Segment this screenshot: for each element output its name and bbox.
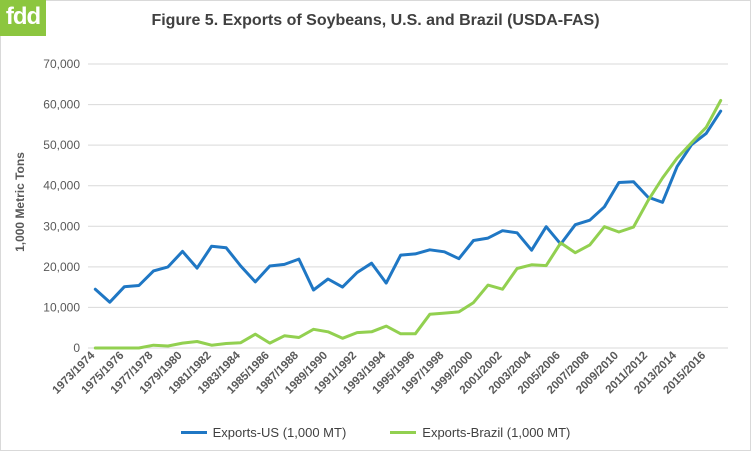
legend: Exports-US (1,000 MT) Exports-Brazil (1,…: [0, 425, 751, 440]
series-line-us: [93, 109, 723, 304]
legend-item-brazil: Exports-Brazil (1,000 MT): [390, 425, 570, 440]
legend-swatch-brazil: [390, 431, 417, 434]
legend-swatch-us: [180, 431, 207, 434]
series-line-brazil: [93, 99, 723, 350]
y-tick-label: 0: [73, 341, 80, 355]
legend-label-brazil: Exports-Brazil (1,000 MT): [422, 425, 571, 440]
legend-item-us: Exports-US (1,000 MT): [180, 425, 347, 440]
y-tick-label: 50,000: [43, 138, 80, 152]
fdd-logo: fdd: [0, 0, 46, 36]
y-tick-label: 60,000: [43, 98, 80, 112]
y-tick-label: 40,000: [43, 179, 80, 193]
chart-title: Figure 5. Exports of Soybeans, U.S. and …: [151, 12, 600, 29]
legend-label-us: Exports-US (1,000 MT): [212, 425, 347, 440]
y-tick-label: 70,000: [43, 57, 80, 71]
y-tick-label: 10,000: [43, 300, 80, 314]
y-tick-label: 20,000: [43, 260, 80, 274]
y-tick-label: 30,000: [43, 219, 80, 233]
